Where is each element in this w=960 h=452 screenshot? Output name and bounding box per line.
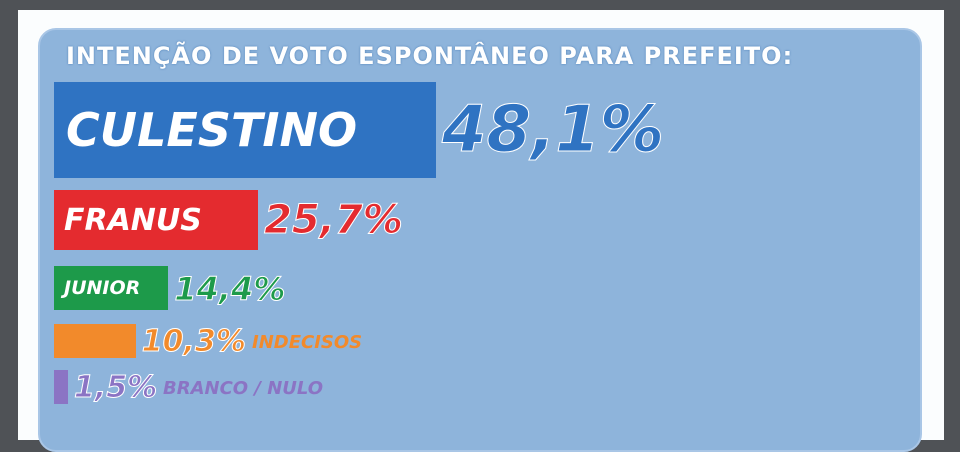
bar-4	[54, 370, 68, 404]
value-label: 48,1%	[441, 93, 665, 168]
bar-name-label: CULESTINO	[66, 103, 358, 157]
bar-3	[54, 324, 136, 358]
chart-title: INTENÇÃO DE VOTO ESPONTÂNEO PARA PREFEIT…	[66, 42, 794, 70]
value-label: 25,7%	[264, 197, 404, 244]
bar-1: FRANUS	[54, 190, 259, 250]
value-label: 1,5%	[73, 369, 158, 405]
bar-0: CULESTINO	[54, 82, 436, 178]
category-label: BRANCO / NULO	[163, 378, 324, 399]
category-label: INDECISOS	[252, 332, 363, 353]
bar-name-label: FRANUS	[64, 202, 202, 238]
value-label: 14,4%	[174, 269, 286, 308]
bar-name-label: JUNIOR	[64, 277, 141, 299]
value-label: 10,3%	[141, 323, 246, 359]
bar-2: JUNIOR	[54, 266, 169, 310]
poll-panel: INTENÇÃO DE VOTO ESPONTÂNEO PARA PREFEIT…	[38, 28, 922, 452]
